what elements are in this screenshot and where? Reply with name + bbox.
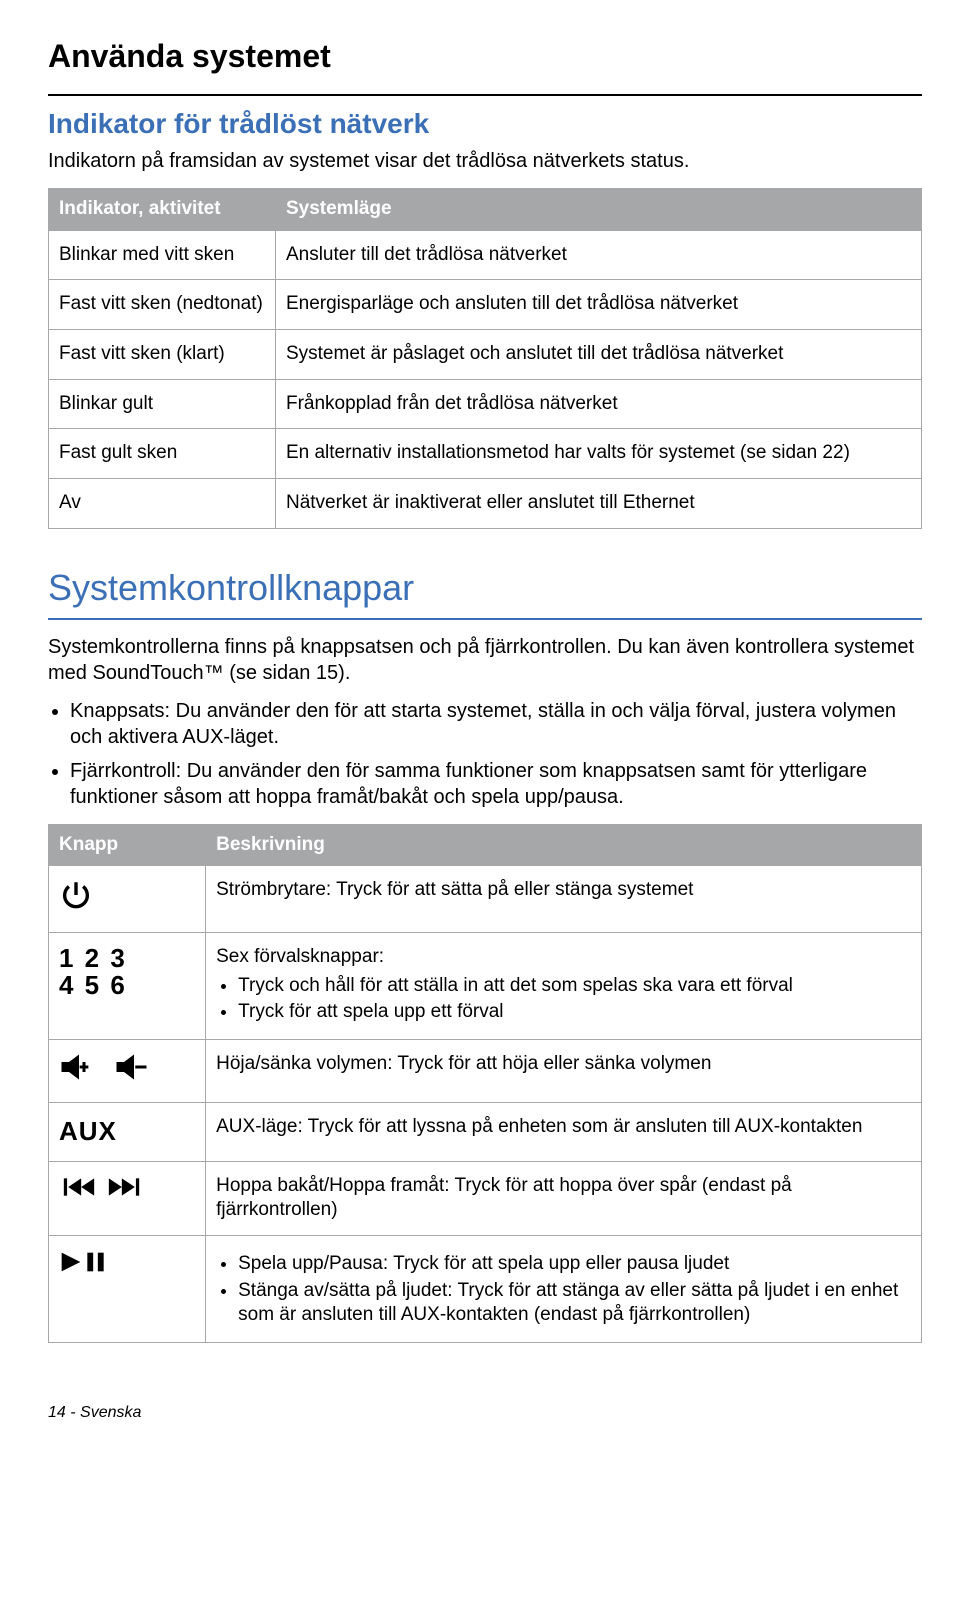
indicator-systemmode: Frånkopplad från det trådlösa nätverket <box>275 379 921 429</box>
indicator-systemmode: Ansluter till det trådlösa nätverket <box>275 230 921 280</box>
page-header: Använda systemet <box>48 36 922 78</box>
indicator-systemmode: Energisparläge och ansluten till det trå… <box>275 280 921 330</box>
presets-desc: Sex förvalsknappar: Tryck och håll för a… <box>206 932 922 1039</box>
indicator-col1: Indikator, aktivitet <box>49 188 276 230</box>
indicator-activity: Blinkar med vitt sken <box>49 230 276 280</box>
controls-para: Systemkontrollerna finns på knappsatsen … <box>48 634 922 686</box>
volume-up-icon <box>59 1052 109 1082</box>
volume-icon-cell <box>49 1040 206 1103</box>
table-header-row: Knapp Beskrivning <box>49 824 922 866</box>
indicator-activity: Av <box>49 479 276 529</box>
aux-desc: AUX-läge: Tryck för att lyssna på enhete… <box>206 1102 922 1161</box>
skip-forward-icon <box>104 1174 144 1200</box>
skip-icon-cell <box>49 1161 206 1235</box>
table-row: Blinkar gult Frånkopplad från det trådlö… <box>49 379 922 429</box>
table-row: Fast gult sken En alternativ installatio… <box>49 429 922 479</box>
table-row: 1 2 3 4 5 6 Sex förvalsknappar: Tryck oc… <box>49 932 922 1039</box>
controls-rule <box>48 618 922 620</box>
indicator-activity: Fast gult sken <box>49 429 276 479</box>
presets-line1: 1 2 3 <box>59 945 195 972</box>
table-row: Fast vitt sken (klart) Systemet är påsla… <box>49 330 922 380</box>
indicator-systemmode: Nätverket är inaktiverat eller anslutet … <box>275 479 921 529</box>
table-header-row: Indikator, aktivitet Systemläge <box>49 188 922 230</box>
header-rule <box>48 94 922 96</box>
aux-cell: AUX <box>49 1102 206 1161</box>
indicator-col2: Systemläge <box>275 188 921 230</box>
controls-title: Systemkontrollknappar <box>48 565 922 612</box>
indicator-activity: Blinkar gult <box>49 379 276 429</box>
playpause-icon-cell <box>49 1235 206 1342</box>
play-item: Stänga av/sätta på ljudet: Tryck för att… <box>238 1279 911 1328</box>
indicator-subtitle: Indikatorn på framsidan av systemet visa… <box>48 148 922 174</box>
play-list: Spela upp/Pausa: Tryck för att spela upp… <box>216 1252 911 1328</box>
table-row: Strömbrytare: Tryck för att sätta på ell… <box>49 866 922 933</box>
play-pause-icon <box>59 1248 111 1276</box>
indicator-systemmode: En alternativ installationsmetod har val… <box>275 429 921 479</box>
table-row: Av Nätverket är inaktiverat eller anslut… <box>49 479 922 529</box>
controls-col2: Beskrivning <box>206 824 922 866</box>
skip-desc: Hoppa bakåt/Hoppa framåt: Tryck för att … <box>206 1161 922 1235</box>
indicator-title: Indikator för trådlöst nätverk <box>48 106 922 142</box>
indicator-activity: Fast vitt sken (klart) <box>49 330 276 380</box>
indicator-activity: Fast vitt sken (nedtonat) <box>49 280 276 330</box>
presets-item: Tryck och håll för att ställa in att det… <box>238 974 911 999</box>
power-desc: Strömbrytare: Tryck för att sätta på ell… <box>206 866 922 933</box>
presets-line2: 4 5 6 <box>59 972 195 999</box>
playpause-desc: Spela upp/Pausa: Tryck för att spela upp… <box>206 1235 922 1342</box>
power-icon <box>59 878 93 912</box>
aux-label: AUX <box>59 1116 117 1146</box>
skip-back-icon <box>59 1174 99 1200</box>
table-row: Hoppa bakåt/Hoppa framåt: Tryck för att … <box>49 1161 922 1235</box>
play-item: Spela upp/Pausa: Tryck för att spela upp… <box>238 1252 911 1277</box>
presets-item: Tryck för att spela upp ett förval <box>238 1000 911 1025</box>
table-row: AUX AUX-läge: Tryck för att lyssna på en… <box>49 1102 922 1161</box>
volume-desc: Höja/sänka volymen: Tryck för att höja e… <box>206 1040 922 1103</box>
table-row: Blinkar med vitt sken Ansluter till det … <box>49 230 922 280</box>
table-row: Fast vitt sken (nedtonat) Energisparläge… <box>49 280 922 330</box>
volume-down-icon <box>114 1052 164 1082</box>
presets-list: Tryck och håll för att ställa in att det… <box>216 974 911 1025</box>
presets-cell: 1 2 3 4 5 6 <box>49 932 206 1039</box>
indicator-table: Indikator, aktivitet Systemläge Blinkar … <box>48 188 922 529</box>
page-footer: 14 - Svenska <box>48 1403 922 1424</box>
table-row: Spela upp/Pausa: Tryck för att spela upp… <box>49 1235 922 1342</box>
controls-col1: Knapp <box>49 824 206 866</box>
indicator-systemmode: Systemet är påslaget och anslutet till d… <box>275 330 921 380</box>
controls-bullet: Knappsats: Du använder den för att start… <box>70 698 922 750</box>
controls-bullet: Fjärrkontroll: Du använder den för samma… <box>70 758 922 810</box>
controls-bullets: Knappsats: Du använder den för att start… <box>48 698 922 810</box>
power-icon-cell <box>49 866 206 933</box>
table-row: Höja/sänka volymen: Tryck för att höja e… <box>49 1040 922 1103</box>
controls-table: Knapp Beskrivning Strömbrytare: Tryck fö… <box>48 824 922 1343</box>
presets-lead: Sex förvalsknappar: <box>216 946 384 967</box>
